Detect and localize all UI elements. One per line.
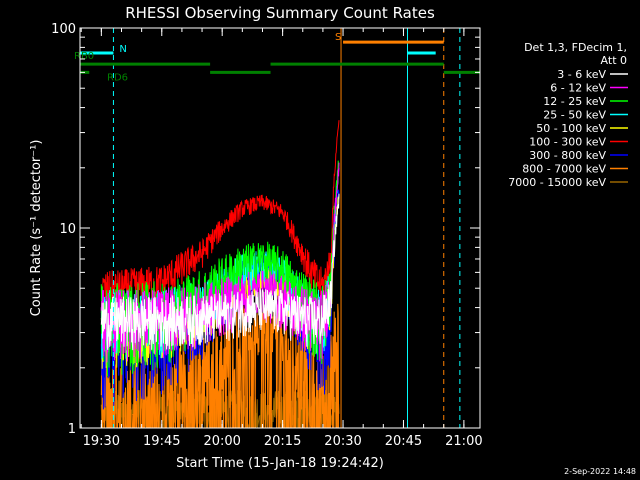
axes: 19:30 19:45 20:00 20:15 20:30 20:45 21:00 1 10 10… xyxy=(51,22,482,449)
legend-label-1: 6 - 12 keV xyxy=(550,82,606,95)
state-bar-label-rb0: RB0 xyxy=(74,51,94,62)
x-tick-label-0: 19:30 xyxy=(83,434,120,449)
legend-label-2: 12 - 25 keV xyxy=(543,95,606,108)
legend-label-6: 300 - 800 keV xyxy=(529,149,606,162)
state-bar-label-s: S xyxy=(335,32,341,43)
x-tick-label-5: 20:45 xyxy=(385,434,422,449)
legend-label-5: 100 - 300 keV xyxy=(529,136,606,149)
x-tick-label-3: 20:15 xyxy=(264,434,301,449)
y-tick-label-1: 10 xyxy=(59,222,76,237)
series-line-3-6-kev xyxy=(100,193,340,351)
legend-label-0: 3 - 6 keV xyxy=(557,68,606,81)
x-axis-label: Start Time (15-Jan-18 19:24:42) xyxy=(176,456,384,471)
state-bar-label-rd6: RD6 xyxy=(107,72,128,83)
legend-label-7: 800 - 7000 keV xyxy=(522,163,606,176)
x-tick-label-1: 19:45 xyxy=(143,434,180,449)
legend-header-1: Att 0 xyxy=(601,54,627,67)
legend-header-0: Det 1,3, FDecim 1, xyxy=(524,41,627,54)
x-tick-label-6: 21:00 xyxy=(445,434,482,449)
legend-label-3: 25 - 50 keV xyxy=(543,109,606,122)
y-tick-label-0: 1 xyxy=(68,422,76,437)
generation-date: 2-Sep-2022 14:48 xyxy=(564,467,636,476)
series-line-100-300-kev xyxy=(100,120,340,314)
chart-title: RHESSI Observing Summary Count Rates xyxy=(125,4,435,22)
y-tick-label-2: 100 xyxy=(51,22,76,37)
x-tick-label-2: 20:00 xyxy=(203,434,240,449)
state-bar-label-n: N xyxy=(119,44,126,55)
legend-label-8: 7000 - 15000 keV xyxy=(508,176,606,189)
x-tick-label-4: 20:30 xyxy=(324,434,361,449)
y-axis-label: Count Rate (s⁻¹ detector⁻¹) xyxy=(29,140,44,317)
legend-label-4: 50 - 100 keV xyxy=(536,122,606,135)
